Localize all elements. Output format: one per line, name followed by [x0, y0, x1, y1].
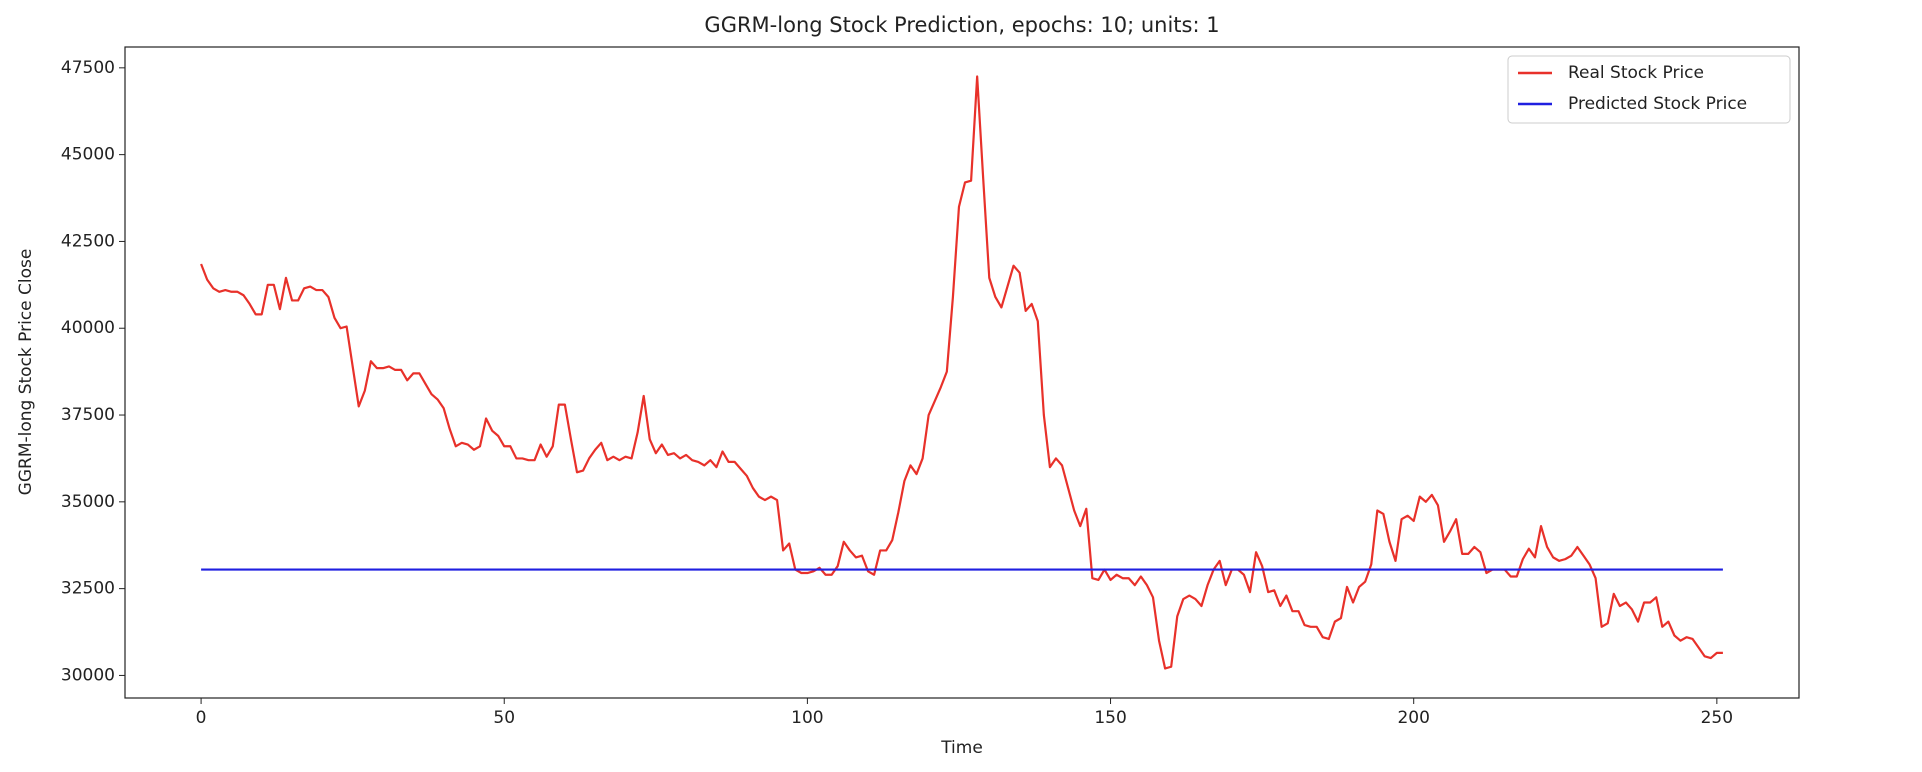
x-axis-label: Time	[940, 738, 983, 758]
x-tick-label: 150	[1094, 708, 1126, 728]
x-tick-label: 200	[1397, 708, 1429, 728]
y-tick-label: 30000	[61, 665, 115, 685]
y-tick-label: 32500	[61, 579, 115, 599]
chart-title: GGRM-long Stock Prediction, epochs: 10; …	[704, 13, 1219, 37]
y-axis-label: GGRM-long Stock Price Close	[16, 249, 36, 496]
y-tick-label: 40000	[61, 318, 115, 338]
axes-frame	[124, 46, 1800, 699]
y-tick-label: 45000	[61, 145, 115, 165]
legend-label: Predicted Stock Price	[1568, 94, 1747, 114]
legend: Real Stock Price Predicted Stock Price	[1507, 55, 1791, 124]
y-tick-label: 47500	[61, 58, 115, 78]
y-tick-label: 35000	[61, 492, 115, 512]
y-tick-label: 42500	[61, 231, 115, 251]
x-tick-label: 250	[1701, 708, 1733, 728]
x-tick-label: 100	[791, 708, 823, 728]
y-tick-label: 37500	[61, 405, 115, 425]
x-tick-label: 0	[196, 708, 207, 728]
legend-box	[1507, 55, 1791, 124]
x-tick-label: 50	[493, 708, 515, 728]
legend-label: Real Stock Price	[1568, 63, 1704, 83]
series-line	[200, 75, 1723, 670]
